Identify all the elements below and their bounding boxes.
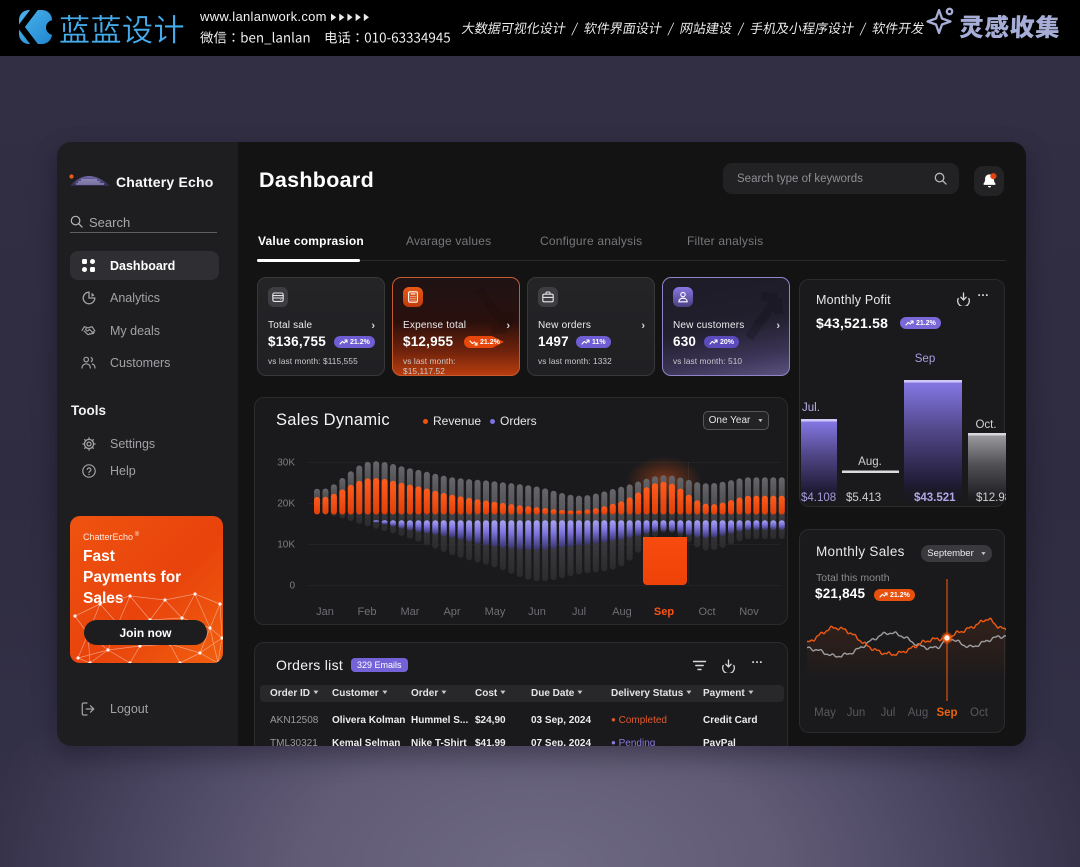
svg-text:May: May	[485, 606, 506, 618]
svg-text:Jan: Jan	[316, 606, 334, 618]
svg-text:May: May	[814, 707, 836, 719]
svg-text:Aug.: Aug.	[858, 456, 882, 468]
svg-text:Oct: Oct	[698, 606, 715, 618]
svg-text:$4.108: $4.108	[801, 492, 836, 504]
svg-text:20K: 20K	[277, 499, 295, 510]
svg-text:Oct: Oct	[970, 707, 989, 719]
svg-text:Jul: Jul	[572, 606, 586, 618]
svg-text:Sep: Sep	[936, 707, 957, 719]
svg-text:Jun: Jun	[847, 707, 866, 719]
svg-text:Jul: Jul	[881, 707, 896, 719]
svg-text:Nov: Nov	[739, 606, 759, 618]
svg-text:30K: 30K	[277, 458, 295, 469]
svg-text:Jul.: Jul.	[802, 402, 820, 414]
svg-text:Feb: Feb	[358, 606, 377, 618]
svg-text:Jun: Jun	[528, 606, 546, 618]
svg-text:Apr: Apr	[443, 606, 460, 618]
svg-text:Oct.: Oct.	[975, 419, 996, 431]
svg-text:$43.521: $43.521	[914, 492, 956, 504]
svg-text:Aug: Aug	[612, 606, 632, 618]
svg-text:$5.413: $5.413	[846, 492, 881, 504]
svg-text:Aug: Aug	[908, 707, 928, 719]
svg-text:$12.98: $12.98	[976, 492, 1006, 504]
svg-text:0: 0	[289, 581, 295, 592]
svg-text:Sep: Sep	[915, 353, 935, 365]
svg-text:Mar: Mar	[401, 606, 420, 618]
svg-text:10K: 10K	[277, 540, 295, 551]
svg-text:Sep: Sep	[654, 606, 674, 618]
